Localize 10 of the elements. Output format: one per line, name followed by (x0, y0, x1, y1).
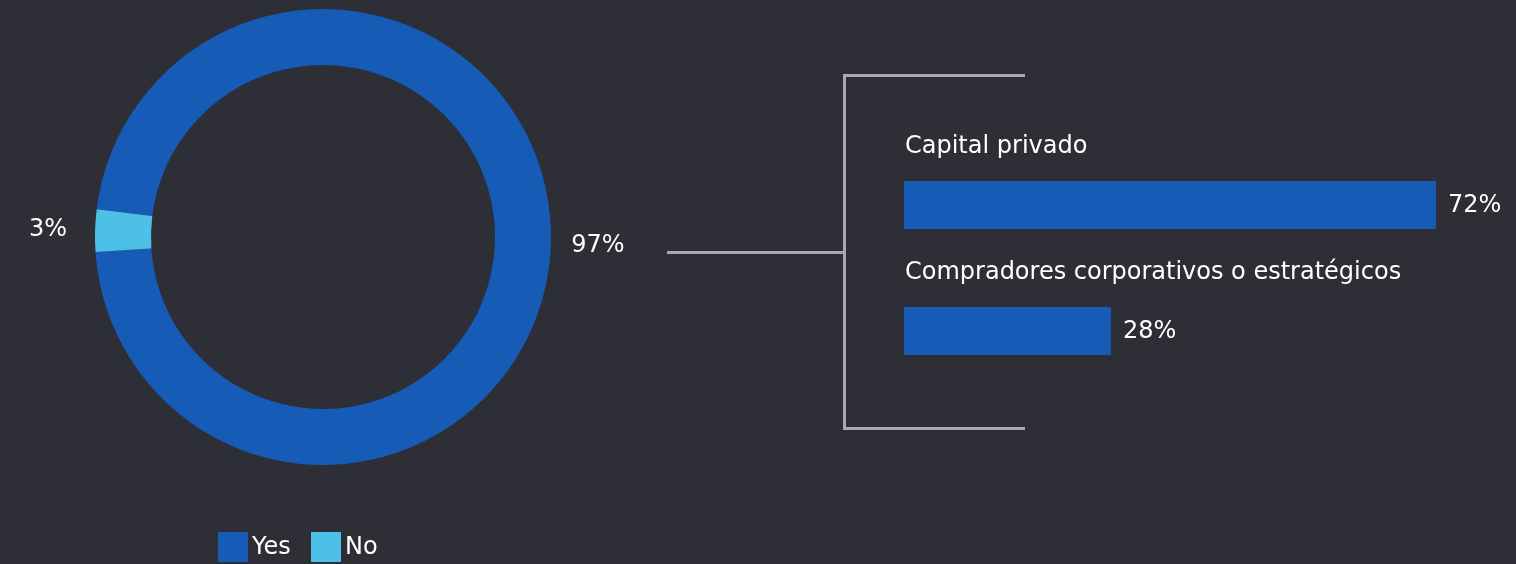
data-label: 3% (29, 214, 68, 243)
legend-label: No (345, 532, 378, 560)
y-tick-label: Capital privado (905, 131, 1088, 159)
data-label: 72% (1448, 190, 1502, 218)
data-label: 28% (1122, 316, 1177, 344)
donut-slice (95, 209, 153, 253)
legend-label: Yes (251, 532, 291, 560)
data-label: 97% (571, 229, 625, 258)
y-tick-label: Compradores corporativos o estratégicos (905, 257, 1402, 285)
donut-slice (95, 9, 551, 465)
